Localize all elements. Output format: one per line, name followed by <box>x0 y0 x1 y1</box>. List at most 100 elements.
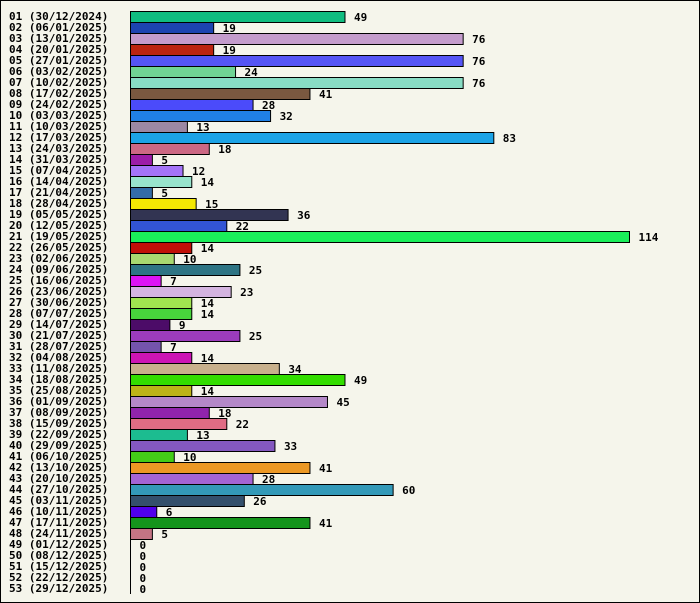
bar <box>130 66 237 78</box>
category-label: 37 (08/09/2025) <box>9 406 108 419</box>
bar <box>130 220 228 232</box>
bar <box>130 22 215 34</box>
value-label: 76 <box>472 77 486 90</box>
value-label: 14 <box>201 176 215 189</box>
value-label: 33 <box>284 440 297 453</box>
category-label: 48 (24/11/2025) <box>9 527 108 540</box>
category-label: 13 (24/03/2025) <box>9 142 108 155</box>
bar <box>130 242 193 254</box>
value-label: 13 <box>196 121 209 134</box>
category-label: 23 (02/06/2025) <box>9 252 108 265</box>
category-label: 26 (23/06/2025) <box>9 285 108 298</box>
value-label: 14 <box>201 352 215 365</box>
category-label: 06 (03/02/2025) <box>9 65 108 78</box>
category-label: 38 (15/09/2025) <box>9 417 108 430</box>
value-label: 19 <box>223 44 236 57</box>
bar <box>130 418 228 430</box>
value-label: 5 <box>161 187 168 200</box>
value-label: 14 <box>201 297 215 310</box>
bar <box>130 429 188 441</box>
bar <box>130 330 241 342</box>
bar <box>130 363 280 375</box>
category-label: 46 (10/11/2025) <box>9 505 108 518</box>
value-label: 6 <box>166 506 173 519</box>
bar <box>130 176 193 188</box>
value-label: 14 <box>201 308 215 321</box>
value-label: 28 <box>262 473 275 486</box>
value-label: 7 <box>170 275 177 288</box>
value-label: 19 <box>223 22 236 35</box>
category-label: 52 (22/12/2025) <box>9 571 108 584</box>
category-label: 27 (30/06/2025) <box>9 296 108 309</box>
value-label: 14 <box>201 242 215 255</box>
value-label: 60 <box>402 484 415 497</box>
category-label: 41 (06/10/2025) <box>9 450 108 463</box>
category-label: 16 (14/04/2025) <box>9 175 108 188</box>
value-label: 25 <box>249 264 262 277</box>
value-label: 76 <box>472 55 486 68</box>
value-label: 83 <box>503 132 516 145</box>
category-label: 01 (30/12/2024) <box>9 10 108 23</box>
category-label: 12 (17/03/2025) <box>9 131 108 144</box>
value-label: 5 <box>161 528 168 541</box>
value-label: 41 <box>319 88 333 101</box>
bar <box>130 286 232 298</box>
value-label: 0 <box>140 550 147 563</box>
value-label: 49 <box>354 11 367 24</box>
value-label: 76 <box>472 33 486 46</box>
value-label: 22 <box>236 220 249 233</box>
category-label: 40 (29/09/2025) <box>9 439 108 452</box>
category-label: 05 (27/01/2025) <box>9 54 108 67</box>
category-label: 50 (08/12/2025) <box>9 549 108 562</box>
value-label: 24 <box>245 66 259 79</box>
bar <box>130 341 162 353</box>
value-label: 18 <box>218 143 231 156</box>
category-label: 29 (14/07/2025) <box>9 318 108 331</box>
bar <box>130 528 153 540</box>
value-label: 9 <box>179 319 186 332</box>
bar <box>130 209 289 221</box>
bar <box>130 495 245 507</box>
value-label: 36 <box>297 209 311 222</box>
bar <box>130 308 193 320</box>
value-label: 41 <box>319 517 333 530</box>
category-label: 31 (28/07/2025) <box>9 340 108 353</box>
value-label: 34 <box>288 363 302 376</box>
bar <box>130 88 311 100</box>
value-label: 15 <box>205 198 218 211</box>
category-label: 03 (13/01/2025) <box>9 32 108 45</box>
value-label: 0 <box>140 572 147 585</box>
category-label: 51 (15/12/2025) <box>9 560 108 573</box>
category-label: 20 (12/05/2025) <box>9 219 108 232</box>
bar <box>130 165 184 177</box>
value-label: 5 <box>161 154 168 167</box>
bar <box>130 187 153 199</box>
bar <box>130 253 175 265</box>
value-label: 41 <box>319 462 333 475</box>
value-label: 10 <box>183 253 196 266</box>
category-label: 43 (20/10/2025) <box>9 472 108 485</box>
category-label: 25 (16/06/2025) <box>9 274 108 287</box>
bar <box>130 11 346 23</box>
category-label: 21 (19/05/2025) <box>9 230 108 243</box>
category-label: 22 (26/05/2025) <box>9 241 108 254</box>
category-label: 53 (29/12/2025) <box>9 582 108 595</box>
category-label: 11 (10/03/2025) <box>9 120 108 133</box>
value-label: 32 <box>280 110 293 123</box>
value-label: 114 <box>639 231 659 244</box>
value-label: 0 <box>140 561 147 574</box>
value-label: 10 <box>183 451 196 464</box>
value-label: 0 <box>140 539 147 552</box>
bar <box>130 506 158 518</box>
category-label: 47 (17/11/2025) <box>9 516 108 529</box>
bar <box>130 396 328 408</box>
value-label: 7 <box>170 341 177 354</box>
value-label: 23 <box>240 286 253 299</box>
bar <box>130 297 193 309</box>
category-label: 24 (09/06/2025) <box>9 263 108 276</box>
bar <box>130 319 171 331</box>
bar <box>130 44 215 56</box>
category-label: 34 (18/08/2025) <box>9 373 108 386</box>
bar <box>130 352 193 364</box>
